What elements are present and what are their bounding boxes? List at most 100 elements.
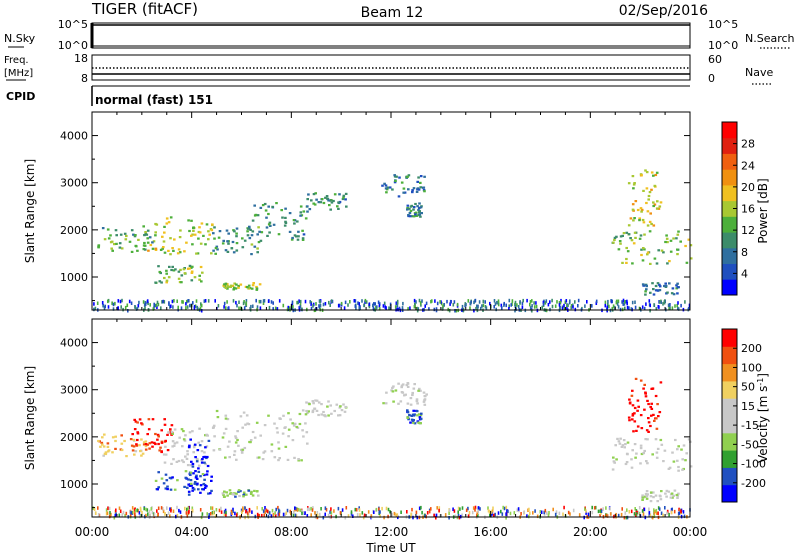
- ground-scatter-cell: [532, 511, 534, 515]
- ground-scatter-cell: [214, 514, 217, 518]
- ground-scatter-cell: [153, 513, 156, 517]
- scatter-cell: [619, 235, 623, 238]
- scatter-cell: [194, 476, 198, 479]
- ground-scatter-cell: [372, 303, 374, 308]
- ground-scatter-cell: [438, 508, 440, 513]
- ground-scatter-cell: [343, 306, 346, 310]
- scatter-cell: [256, 251, 259, 254]
- scatter-cell: [337, 207, 340, 210]
- scatter-cell: [306, 442, 309, 445]
- scatter-cell: [625, 257, 628, 261]
- ground-scatter-cell: [461, 506, 464, 510]
- scatter-cell: [406, 208, 409, 211]
- scatter-cell: [154, 231, 157, 234]
- scatter-cell: [388, 186, 392, 189]
- colorbar-segment: [722, 346, 737, 365]
- scatter-cell: [406, 416, 409, 419]
- ground-scatter-cell: [544, 508, 547, 513]
- scatter-cell: [413, 422, 417, 425]
- ground-scatter-cell: [606, 307, 608, 312]
- ground-scatter-cell: [584, 304, 586, 308]
- ground-scatter-cell: [628, 510, 631, 514]
- ground-scatter-cell: [418, 298, 421, 303]
- scatter-cell: [625, 261, 628, 264]
- scatter-cell: [279, 417, 282, 420]
- ground-scatter-cell: [304, 511, 306, 515]
- ground-scatter-cell: [262, 299, 265, 303]
- ground-scatter-cell: [673, 509, 676, 514]
- scatter-cell: [626, 250, 630, 253]
- scatter-cell: [172, 249, 175, 252]
- scatter-cell: [654, 289, 658, 292]
- ground-scatter-cell: [145, 507, 147, 512]
- scatter-cell: [659, 381, 663, 384]
- ground-scatter-cell: [677, 307, 680, 311]
- colorbar-segment: [722, 200, 737, 217]
- ground-scatter-cell: [514, 300, 517, 305]
- scatter-cell: [407, 188, 410, 191]
- scatter-cell: [643, 449, 646, 453]
- scatter-cell: [648, 191, 652, 194]
- scatter-cell: [197, 237, 200, 240]
- scatter-cell: [674, 438, 677, 442]
- ground-scatter-cell: [520, 512, 522, 516]
- scatter-cell: [295, 425, 299, 429]
- scatter-cell: [677, 445, 680, 448]
- scatter-cell: [101, 227, 105, 230]
- scatter-cell: [689, 244, 693, 247]
- ground-scatter-cell: [508, 298, 511, 303]
- ground-scatter-cell: [298, 306, 301, 310]
- ground-scatter-cell: [617, 299, 620, 303]
- power-colorbar-label: Power [dB]: [756, 178, 770, 243]
- ground-scatter-cell: [176, 505, 178, 510]
- ground-scatter-cell: [355, 508, 358, 512]
- ground-scatter-cell: [454, 309, 456, 313]
- scatter-cell: [641, 283, 645, 286]
- velocity-colorbar-label-text: Velocity [m s: [756, 386, 770, 463]
- ground-scatter-cell: [250, 304, 252, 309]
- scatter-cell: [131, 449, 135, 452]
- scatter-cell: [118, 242, 122, 245]
- scatter-cell: [643, 248, 646, 251]
- scatter-cell: [412, 187, 416, 190]
- scatter-cell: [137, 238, 140, 241]
- scatter-cell: [673, 489, 677, 492]
- ground-scatter-cell: [93, 302, 95, 306]
- ground-scatter-cell: [186, 507, 188, 512]
- colorbar-tick-label: 4: [741, 267, 748, 280]
- scatter-cell: [406, 204, 410, 207]
- ground-scatter-cell: [173, 299, 175, 303]
- scatter-cell: [655, 456, 659, 459]
- sky-tick-bottom: 10^0: [58, 39, 88, 52]
- scatter-cell: [239, 415, 243, 418]
- time-tick-label: 20:00: [573, 525, 608, 539]
- ground-scatter-cell: [115, 512, 117, 516]
- ground-scatter-cell: [378, 307, 381, 311]
- scatter-cell: [184, 476, 188, 479]
- scatter-cell: [676, 448, 679, 451]
- colorbar-frame: [721, 328, 738, 503]
- scatter-cell: [613, 236, 617, 239]
- ground-scatter-cell: [186, 514, 189, 518]
- scatter-cell: [277, 233, 281, 236]
- ground-scatter-cell: [128, 299, 131, 304]
- ground-scatter-cell: [365, 300, 368, 304]
- ground-scatter-cell: [678, 507, 680, 512]
- scatter-cell: [617, 248, 621, 251]
- ground-scatter-cell: [272, 307, 274, 311]
- ground-scatter-cell: [207, 299, 210, 303]
- scatter-cell: [275, 427, 279, 430]
- scatter-cell: [677, 492, 680, 495]
- scatter-cell: [160, 429, 163, 432]
- scatter-cell: [641, 259, 645, 262]
- time-tick-label: 08:00: [274, 525, 309, 539]
- scatter-cell: [290, 238, 294, 241]
- ground-scatter-cell: [648, 299, 651, 303]
- scatter-cell: [176, 252, 180, 255]
- scatter-cell: [255, 288, 259, 291]
- ground-scatter-cell: [667, 303, 670, 307]
- scatter-cell: [292, 424, 296, 427]
- scatter-cell: [392, 385, 395, 388]
- scatter-cell: [206, 470, 209, 473]
- scatter-cell: [245, 493, 248, 496]
